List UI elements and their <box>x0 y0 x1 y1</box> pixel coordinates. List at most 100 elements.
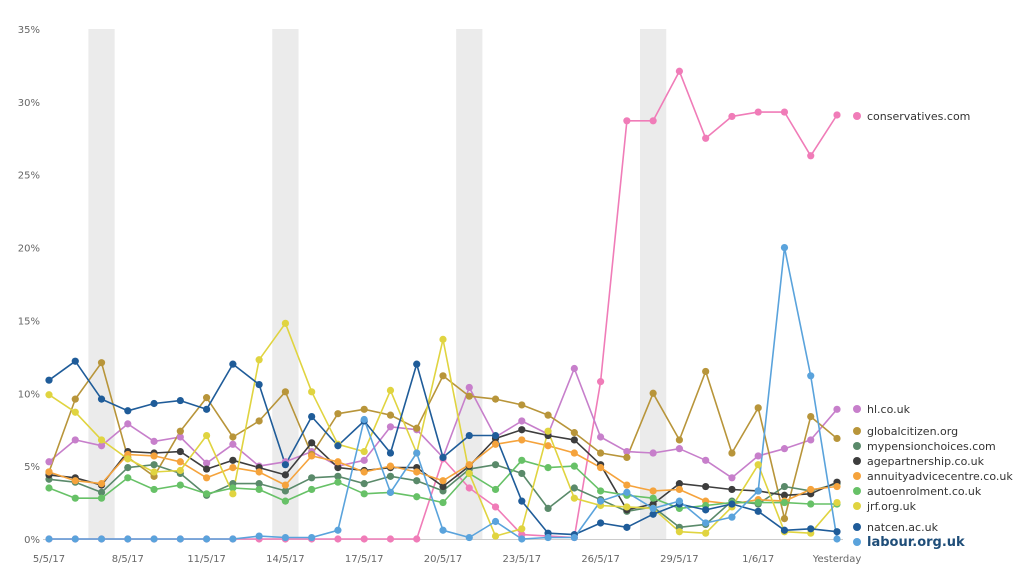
data-point-hl-co-uk <box>518 417 526 425</box>
shaded-band-1 <box>88 29 115 539</box>
data-point-jrf-org-uk <box>544 427 552 435</box>
data-point-conservatives-com <box>807 152 815 160</box>
data-point-annuityadvicecentre-co-uk <box>45 468 53 476</box>
data-point-conservatives-com <box>649 117 657 125</box>
shaded-band-3 <box>456 29 483 539</box>
data-point-labour-org-uk <box>255 532 263 540</box>
data-point-mypensionchoices-com <box>780 482 789 491</box>
y-axis-tick-labels: 0% 5% 10% 15% 20% 25% 30% 35% <box>18 25 40 546</box>
data-point-hl-co-uk <box>386 423 395 431</box>
series-line-mypensionchoices-com <box>48 463 838 529</box>
data-point-agepartnership-co-uk <box>308 439 316 447</box>
data-point-agepartnership-co-uk <box>229 456 237 464</box>
data-point-agepartnership-co-uk <box>702 482 710 491</box>
data-point-hl-co-uk <box>597 433 605 441</box>
series-line-natcen-ac-uk <box>48 360 838 536</box>
data-point-natcen-ac-uk <box>465 431 473 440</box>
x-tick-label: 17/5/17 <box>345 554 384 565</box>
legend-label-natcen-ac-uk: natcen.ac.uk <box>867 521 939 534</box>
data-point-agepartnership-co-uk <box>780 491 789 499</box>
data-point-globalcitizen-org <box>439 372 447 380</box>
data-point-labour-org-uk <box>150 535 158 543</box>
data-point-globalcitizen-org <box>780 515 789 523</box>
series-line-globalcitizen-org <box>48 361 838 520</box>
data-point-mypensionchoices-com <box>255 480 263 488</box>
data-point-natcen-ac-uk <box>150 399 158 408</box>
shaded-band-2 <box>272 29 299 539</box>
data-point-labour-org-uk <box>413 449 421 457</box>
data-point-hl-co-uk <box>702 456 710 464</box>
data-point-natcen-ac-uk <box>281 461 289 469</box>
data-point-globalcitizen-org <box>518 401 526 409</box>
data-point-hl-co-uk <box>97 442 106 450</box>
data-point-natcen-ac-uk <box>203 405 211 413</box>
data-point-hl-co-uk <box>623 447 631 456</box>
data-point-natcen-ac-uk <box>491 431 500 440</box>
data-point-autoenrolment-co-uk <box>439 498 447 507</box>
data-point-labour-org-uk <box>360 415 368 424</box>
data-point-globalcitizen-org <box>386 411 395 419</box>
data-point-hl-co-uk <box>780 445 789 453</box>
data-point-jrf-org-uk <box>124 455 132 463</box>
data-point-autoenrolment-co-uk <box>597 487 605 495</box>
data-point-globalcitizen-org <box>754 404 762 412</box>
data-point-autoenrolment-co-uk <box>229 484 237 492</box>
data-point-annuityadvicecentre-co-uk <box>465 461 473 469</box>
data-point-annuityadvicecentre-co-uk <box>255 468 263 476</box>
data-point-labour-org-uk <box>71 535 79 543</box>
data-point-mypensionchoices-com <box>518 469 526 478</box>
data-point-autoenrolment-co-uk <box>780 498 789 507</box>
x-tick-label: 1/6/17 <box>742 554 774 565</box>
y-tick-label: 25% <box>18 171 40 182</box>
data-point-hl-co-uk <box>570 364 578 373</box>
data-point-labour-org-uk <box>570 533 578 542</box>
x-axis-tick-labels: 5/5/17 8/5/17 11/5/17 14/5/17 17/5/17 20/5/17… <box>33 554 861 565</box>
data-point-annuityadvicecentre-co-uk <box>97 480 106 488</box>
data-point-labour-org-uk <box>780 243 789 252</box>
data-point-jrf-org-uk <box>360 447 368 456</box>
data-point-annuityadvicecentre-co-uk <box>623 481 631 489</box>
data-point-hl-co-uk <box>150 437 158 445</box>
data-point-globalcitizen-org <box>833 434 841 443</box>
data-point-labour-org-uk <box>491 517 500 526</box>
y-tick-label: 0% <box>24 535 40 546</box>
data-point-hl-co-uk <box>807 436 815 444</box>
data-point-jrf-org-uk <box>754 461 762 469</box>
data-point-autoenrolment-co-uk <box>255 485 263 494</box>
legend-marker-natcen-ac-uk <box>853 523 861 531</box>
x-tick-label: 11/5/17 <box>187 554 226 565</box>
legend-marker-agepartnership-co-uk <box>853 457 861 465</box>
data-point-annuityadvicecentre-co-uk <box>439 477 447 485</box>
data-point-labour-org-uk <box>623 488 631 496</box>
data-point-labour-org-uk <box>203 535 211 543</box>
data-point-annuityadvicecentre-co-uk <box>491 440 500 448</box>
data-point-jrf-org-uk <box>150 468 158 476</box>
data-point-natcen-ac-uk <box>623 523 631 531</box>
data-point-mypensionchoices-com <box>150 461 158 469</box>
data-point-globalcitizen-org <box>255 417 263 425</box>
data-point-jrf-org-uk <box>386 386 395 394</box>
data-point-globalcitizen-org <box>807 413 815 421</box>
data-point-autoenrolment-co-uk <box>518 456 526 464</box>
data-point-annuityadvicecentre-co-uk <box>71 477 79 485</box>
legend-label-jrf-org-uk: jrf.org.uk <box>866 500 917 513</box>
data-point-jrf-org-uk <box>491 532 500 540</box>
data-point-globalcitizen-org <box>675 436 684 444</box>
data-point-annuityadvicecentre-co-uk <box>229 464 237 472</box>
legend-marker-hl-co-uk <box>853 405 861 413</box>
data-point-natcen-ac-uk <box>45 376 53 384</box>
data-point-labour-org-uk <box>728 513 736 521</box>
data-point-agepartnership-co-uk <box>518 426 526 434</box>
data-point-jrf-org-uk <box>229 490 237 498</box>
data-point-globalcitizen-org <box>281 388 289 396</box>
data-point-mypensionchoices-com <box>386 472 395 480</box>
data-point-natcen-ac-uk <box>833 528 841 536</box>
data-point-labour-org-uk <box>807 372 815 380</box>
data-point-jrf-org-uk <box>45 391 53 399</box>
legend-marker-labour-org-uk <box>853 538 861 546</box>
data-point-globalcitizen-org <box>623 453 631 461</box>
data-point-agepartnership-co-uk <box>203 465 211 473</box>
data-point-mypensionchoices-com <box>360 480 368 488</box>
data-point-natcen-ac-uk <box>229 360 237 368</box>
data-point-autoenrolment-co-uk <box>97 494 106 502</box>
